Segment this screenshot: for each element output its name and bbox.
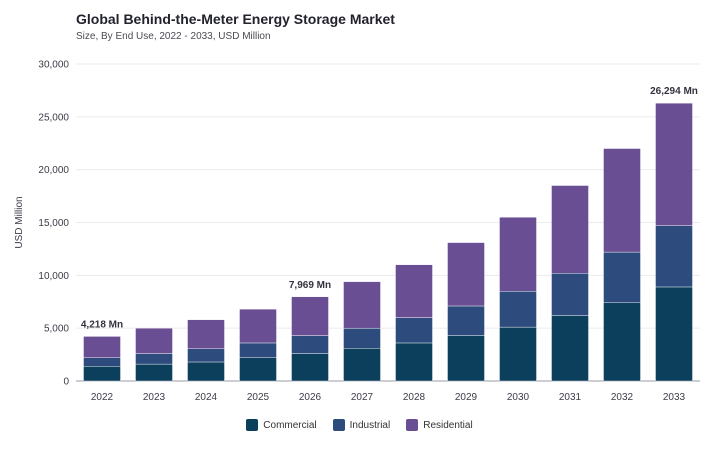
bar-residential-2030 xyxy=(499,217,537,292)
bar-commercial-2028 xyxy=(395,342,433,382)
x-tick-label: 2030 xyxy=(507,392,530,403)
bar-industrial-2025 xyxy=(239,342,277,358)
bar-residential-2025 xyxy=(239,308,277,344)
bar-commercial-2024 xyxy=(187,361,225,382)
legend-label: Industrial xyxy=(349,419,391,431)
legend-item-residential[interactable]: Residential xyxy=(406,419,473,431)
x-tick-label: 2023 xyxy=(143,392,166,403)
x-tick-label: 2026 xyxy=(299,392,322,403)
y-tick-label: 20,000 xyxy=(38,165,69,176)
x-tick-label: 2027 xyxy=(351,392,374,403)
x-tick-label: 2022 xyxy=(91,392,114,403)
bar-commercial-2026 xyxy=(291,353,329,382)
bar-industrial-2028 xyxy=(395,317,433,344)
total-label-2033: 26,294 Mn xyxy=(650,86,698,97)
bar-commercial-2022 xyxy=(83,366,121,382)
legend-swatch xyxy=(332,419,345,431)
x-tick-label: 2028 xyxy=(403,392,426,403)
legend-label: Commercial xyxy=(263,419,317,431)
bar-industrial-2031 xyxy=(551,273,589,316)
total-label-2022: 4,218 Mn xyxy=(81,319,123,330)
legend: Commercial Industrial Residential xyxy=(0,419,719,431)
bar-commercial-2030 xyxy=(499,326,537,382)
x-tick-label: 2024 xyxy=(195,392,218,403)
x-tick-label: 2031 xyxy=(559,392,582,403)
bar-residential-2031 xyxy=(551,185,589,274)
y-tick-label: 0 xyxy=(63,377,69,388)
bar-industrial-2032 xyxy=(603,251,641,304)
bar-commercial-2029 xyxy=(447,335,485,382)
bar-commercial-2031 xyxy=(551,315,589,382)
x-tick-label: 2032 xyxy=(611,392,634,403)
chart-title: Global Behind-the-Meter Energy Storage M… xyxy=(76,11,395,27)
x-tick-label: 2033 xyxy=(663,392,686,403)
bar-industrial-2029 xyxy=(447,305,485,336)
bar-residential-2033 xyxy=(655,102,693,226)
y-tick-label: 25,000 xyxy=(38,112,69,123)
bar-industrial-2027 xyxy=(343,327,381,349)
bar-residential-2022 xyxy=(83,336,121,358)
legend-item-industrial[interactable]: Industrial xyxy=(332,419,391,431)
legend-swatch xyxy=(246,419,259,431)
total-label-2026: 7,969 Mn xyxy=(289,280,331,291)
legend-item-commercial[interactable]: Commercial xyxy=(246,419,317,431)
y-tick-label: 5,000 xyxy=(44,324,69,335)
bar-industrial-2023 xyxy=(135,353,173,365)
bar-industrial-2030 xyxy=(499,290,537,328)
x-tick-label: 2025 xyxy=(247,392,270,403)
bar-commercial-2025 xyxy=(239,357,277,382)
bar-commercial-2032 xyxy=(603,302,641,382)
bar-industrial-2026 xyxy=(291,335,329,354)
bar-residential-2023 xyxy=(135,327,173,354)
bar-residential-2024 xyxy=(187,319,225,349)
legend-swatch xyxy=(406,419,419,431)
x-tick-label: 2029 xyxy=(455,392,478,403)
bar-commercial-2027 xyxy=(343,348,381,382)
bar-industrial-2024 xyxy=(187,348,225,363)
bar-commercial-2023 xyxy=(135,363,173,382)
bar-residential-2028 xyxy=(395,264,433,318)
bar-industrial-2033 xyxy=(655,225,693,288)
chart-subtitle: Size, By End Use, 2022 - 2033, USD Milli… xyxy=(76,31,271,42)
bar-commercial-2033 xyxy=(655,286,693,382)
bar-residential-2029 xyxy=(447,242,485,307)
y-axis-label: USD Million xyxy=(14,196,25,248)
y-tick-label: 10,000 xyxy=(38,271,69,282)
y-tick-label: 30,000 xyxy=(38,60,69,71)
bar-residential-2027 xyxy=(343,281,381,329)
bar-industrial-2022 xyxy=(83,357,121,367)
legend-label: Residential xyxy=(423,419,473,431)
bar-residential-2032 xyxy=(603,148,641,253)
y-tick-label: 15,000 xyxy=(38,218,69,229)
bar-residential-2026 xyxy=(291,296,329,336)
